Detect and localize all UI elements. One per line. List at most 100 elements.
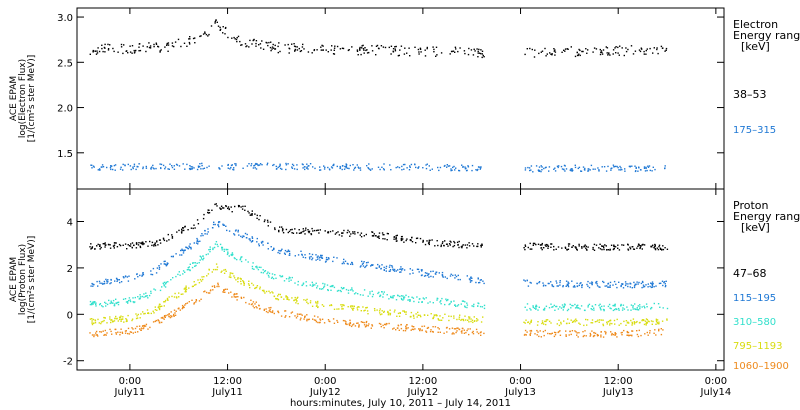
- data-point: [317, 321, 319, 324]
- data-point: [105, 302, 107, 305]
- data-point: [475, 281, 477, 284]
- data-point: [382, 293, 385, 295]
- data-point: [224, 291, 226, 293]
- data-point: [390, 45, 393, 47]
- data-point: [309, 300, 312, 302]
- data-point: [164, 168, 166, 170]
- data-point: [598, 169, 600, 171]
- data-point: [89, 53, 91, 55]
- data-point: [643, 244, 646, 246]
- data-point: [304, 257, 307, 259]
- data-point: [302, 230, 304, 233]
- data-point: [96, 52, 99, 54]
- data-point: [477, 319, 479, 321]
- data-point: [354, 166, 357, 169]
- data-point: [183, 229, 185, 232]
- data-point: [387, 310, 389, 313]
- data-point: [243, 282, 245, 284]
- data-point: [643, 167, 646, 169]
- data-point: [204, 31, 206, 33]
- data-point: [403, 168, 405, 170]
- data-point: [478, 52, 481, 54]
- data-point: [164, 316, 166, 318]
- data-point: [627, 334, 630, 336]
- data-point: [298, 313, 300, 315]
- data-point: [312, 166, 314, 168]
- data-point: [410, 311, 413, 314]
- data-point: [189, 165, 191, 167]
- data-point: [535, 305, 537, 308]
- data-point: [456, 327, 458, 329]
- data-point: [599, 248, 602, 250]
- data-point: [329, 285, 332, 288]
- data-point: [313, 49, 315, 52]
- data-point: [142, 243, 144, 246]
- data-point: [114, 317, 116, 320]
- data-point: [467, 328, 469, 330]
- data-point: [644, 320, 647, 322]
- data-point: [135, 247, 138, 249]
- data-point: [233, 167, 235, 169]
- data-point: [587, 304, 589, 307]
- data-point: [412, 315, 415, 317]
- data-point: [450, 168, 452, 170]
- data-point: [209, 250, 211, 253]
- data-point: [94, 322, 97, 324]
- data-point: [419, 328, 421, 330]
- data-point: [142, 241, 144, 244]
- data-point: [381, 291, 383, 293]
- data-point: [627, 48, 629, 51]
- y-axis-label-line: ACE EPAM: [9, 76, 19, 121]
- data-point: [178, 296, 180, 298]
- data-point: [262, 241, 264, 243]
- data-point: [274, 48, 277, 50]
- data-point: [231, 252, 234, 254]
- data-point: [620, 285, 622, 288]
- data-point: [275, 298, 278, 300]
- data-point: [421, 329, 423, 332]
- data-point: [235, 279, 237, 281]
- data-point: [333, 322, 336, 324]
- data-point: [256, 307, 258, 309]
- data-point: [334, 45, 336, 47]
- data-point: [316, 285, 319, 287]
- data-point: [612, 304, 614, 307]
- data-point: [625, 320, 628, 322]
- data-point: [636, 330, 638, 332]
- data-point: [350, 325, 353, 328]
- data-point: [400, 268, 402, 270]
- data-point: [315, 254, 317, 256]
- data-point: [154, 242, 156, 244]
- data-point: [121, 318, 123, 320]
- data-point: [612, 309, 615, 312]
- data-point: [234, 205, 236, 208]
- data-point: [219, 243, 222, 246]
- data-point: [162, 164, 165, 167]
- data-point: [182, 252, 185, 254]
- data-point: [568, 243, 571, 245]
- data-point: [398, 54, 400, 57]
- data-point: [300, 317, 302, 319]
- data-point: [563, 303, 566, 305]
- data-point: [455, 328, 457, 330]
- data-point: [301, 46, 304, 48]
- data-point: [632, 308, 634, 310]
- data-point: [288, 278, 290, 280]
- data-point: [389, 269, 392, 271]
- data-point: [407, 296, 410, 298]
- data-point: [246, 165, 249, 167]
- data-point: [576, 285, 579, 287]
- data-point: [535, 243, 537, 246]
- data-point: [443, 332, 445, 334]
- data-point: [633, 286, 636, 289]
- data-point: [319, 229, 321, 231]
- data-point: [632, 246, 634, 248]
- data-point: [383, 269, 385, 271]
- data-point: [365, 307, 367, 309]
- data-point: [197, 166, 200, 168]
- data-point: [569, 330, 571, 333]
- data-point: [586, 52, 588, 54]
- data-point: [235, 163, 237, 165]
- data-point: [460, 319, 462, 321]
- data-point: [221, 246, 223, 249]
